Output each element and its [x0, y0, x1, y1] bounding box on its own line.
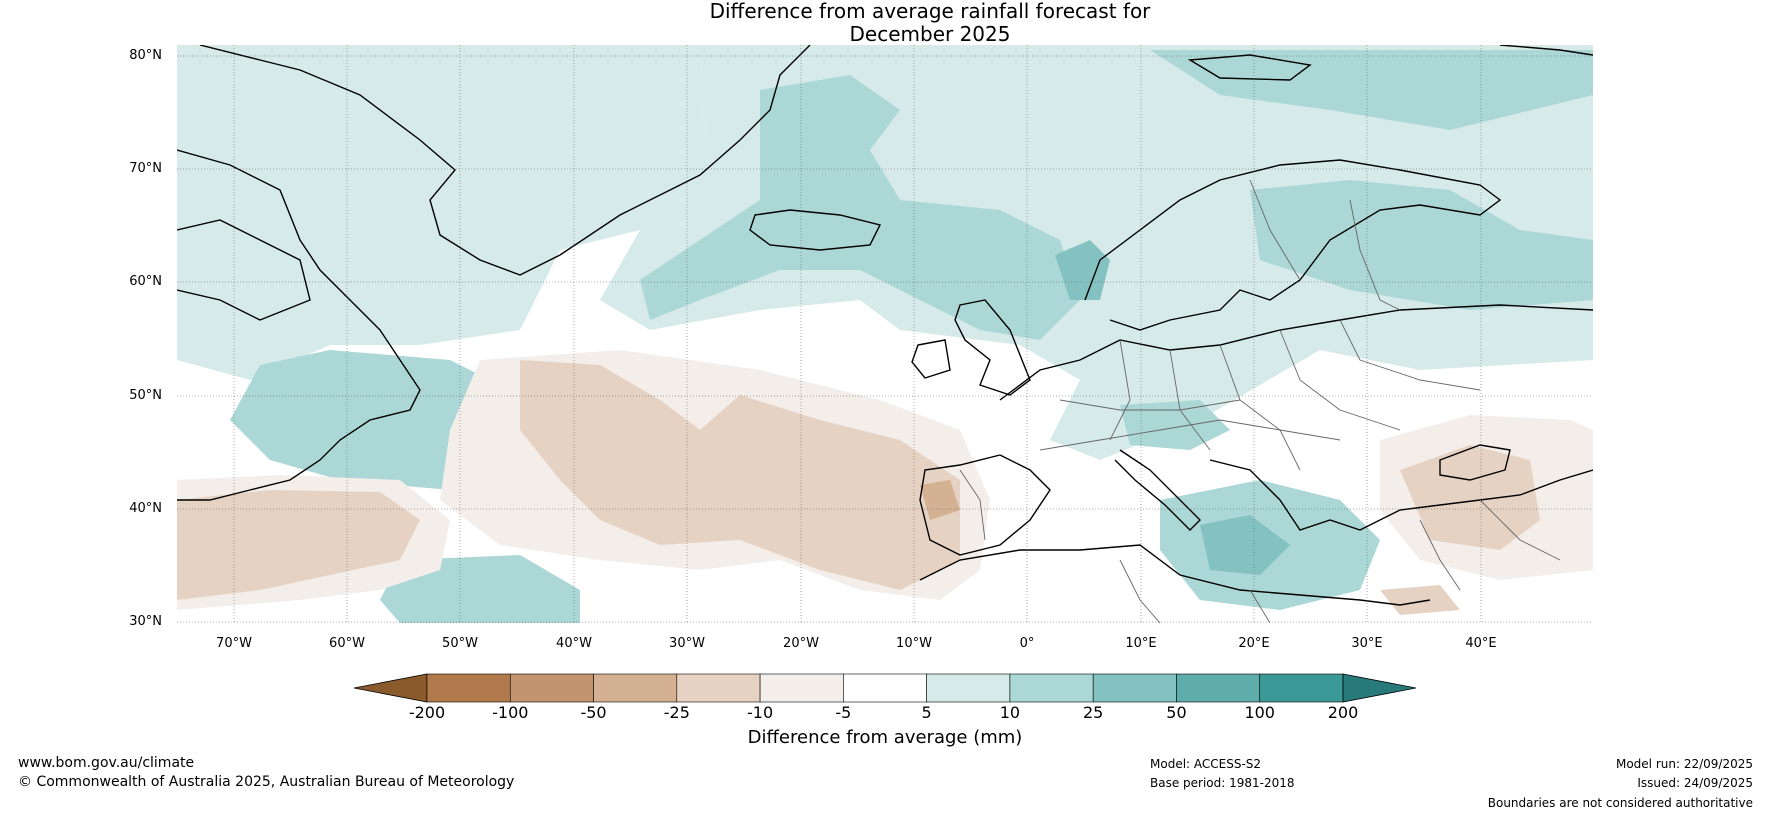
italy-coast: [1114, 449, 1201, 531]
lat-label-50n: 50°N: [129, 388, 162, 403]
colorbar-tick-label: 5: [921, 703, 932, 722]
colorbar-segment: [1092, 673, 1177, 703]
colorbar-tick-label: 100: [1244, 703, 1275, 722]
colorbar-segment: [759, 673, 844, 703]
lon-label-50w: 50°W: [442, 636, 478, 651]
dry-region-subtropical: [177, 490, 420, 600]
lat-label-30n: 30°N: [129, 614, 162, 629]
colorbar-tick-label: 200: [1327, 703, 1359, 722]
colorbar-label: Difference from average (mm): [747, 727, 1023, 748]
iberia-coast: [919, 454, 1051, 556]
border-line: [1109, 339, 1131, 441]
lon-label-10e: 10°E: [1125, 636, 1157, 651]
wet-region-scandinavia: [1250, 180, 1593, 310]
africa-coast: [919, 544, 1431, 606]
border-line: [1119, 559, 1161, 623]
border-line: [1249, 589, 1271, 623]
dry-region-north-africa: [1380, 585, 1460, 615]
lon-label-30e: 30°E: [1351, 636, 1383, 651]
britain-coast: [954, 299, 1031, 396]
baffin-coast: [177, 219, 311, 321]
colorbar-segment: [426, 673, 511, 703]
lon-label-60w: 60°W: [329, 636, 365, 651]
dry-region-iberia: [920, 480, 960, 520]
title-line-2: December 2025: [849, 22, 1011, 46]
colorbar-segment: [509, 673, 594, 703]
lon-label-20e: 20°E: [1238, 636, 1270, 651]
border-line: [1349, 199, 1401, 311]
country-borders: [959, 179, 1561, 623]
base-period: Base period: 1981-2018: [1150, 776, 1295, 790]
canada-coast: [177, 149, 421, 501]
website-link[interactable]: www.bom.gov.au/climate: [18, 755, 195, 771]
black-sea-coast: [1439, 444, 1511, 481]
lon-label-30w: 30°W: [669, 636, 705, 651]
colorbar-segment: [676, 673, 761, 703]
scandinavia-coast: [1084, 159, 1502, 331]
balkans-coast: [1209, 459, 1593, 531]
colorbar-extend-low: [353, 673, 428, 703]
lat-label-80n: 80°N: [129, 48, 162, 63]
colorbar: [353, 673, 1417, 703]
issued-date: Issued: 24/09/2025: [1637, 776, 1753, 790]
model-name: Model: ACCESS-S2: [1150, 757, 1262, 771]
colorbar-segment: [1176, 673, 1261, 703]
colorbar-extend-high: [1342, 673, 1417, 703]
dry-region-middle-east: [1400, 445, 1540, 550]
lon-label-70w: 70°W: [216, 636, 252, 651]
model-run-date: Model run: 22/09/2025: [1615, 757, 1753, 771]
border-line: [1339, 319, 1481, 391]
lat-label-40n: 40°N: [129, 501, 162, 516]
colorbar-segment: [843, 673, 927, 703]
copyright-text: © Commonwealth of Australia 2025, Austra…: [18, 774, 515, 790]
wet-region-west-norway: [1055, 240, 1110, 300]
lon-label-10w: 10°W: [896, 636, 932, 651]
wet-region-norwegian-sea: [640, 75, 1080, 340]
colorbar-tick-label: -5: [835, 703, 852, 722]
chart-title: Difference from average rainfall forecas…: [0, 0, 1770, 46]
boundaries-disclaimer: Boundaries are not considered authoritat…: [1487, 796, 1753, 810]
colorbar-tick-label: 10: [999, 703, 1021, 722]
lon-label-40w: 40°W: [556, 636, 592, 651]
border-line: [1039, 419, 1341, 451]
colorbar-segment: [926, 673, 1011, 703]
border-line: [959, 469, 986, 541]
lat-label-70n: 70°N: [129, 161, 162, 176]
colorbar-tick-label: -50: [580, 703, 607, 722]
wet-region-barents: [1150, 50, 1593, 130]
colorbar-segment: [1009, 673, 1094, 703]
colorbar-segment: [1259, 673, 1344, 703]
ireland-coast: [911, 339, 951, 379]
lon-label-20w: 20°W: [783, 636, 819, 651]
colorbar-tick-label: -200: [408, 703, 446, 722]
border-line: [1479, 499, 1561, 561]
wet-region-crete: [1200, 515, 1290, 575]
lat-label-60n: 60°N: [129, 274, 162, 289]
graticule: [177, 45, 1593, 623]
colorbar-tick-label: 50: [1166, 703, 1187, 722]
colorbar-tick-label: -100: [492, 703, 529, 722]
border-line: [1059, 399, 1241, 411]
colorbar-tick-label: 25: [1082, 703, 1104, 722]
map-panel: [177, 45, 1593, 623]
lon-label-40e: 40°E: [1465, 636, 1497, 651]
dry-region-atlantic: [520, 360, 960, 590]
wet-region-central-europe: [1120, 400, 1230, 450]
border-line: [1219, 344, 1301, 471]
border-line: [1419, 519, 1461, 591]
iceland-coast: [749, 209, 882, 251]
title-line-1: Difference from average rainfall forecas…: [709, 0, 1151, 23]
lon-label-0: 0°: [1019, 636, 1035, 651]
coastlines: [177, 45, 1593, 606]
border-line: [1279, 329, 1401, 431]
greenland-coast: [199, 45, 811, 276]
border-line: [1249, 179, 1301, 281]
colorbar-tick-label: -10: [747, 703, 774, 722]
colorbar-tick-label: -25: [663, 703, 690, 722]
colorbar-segment: [593, 673, 678, 703]
